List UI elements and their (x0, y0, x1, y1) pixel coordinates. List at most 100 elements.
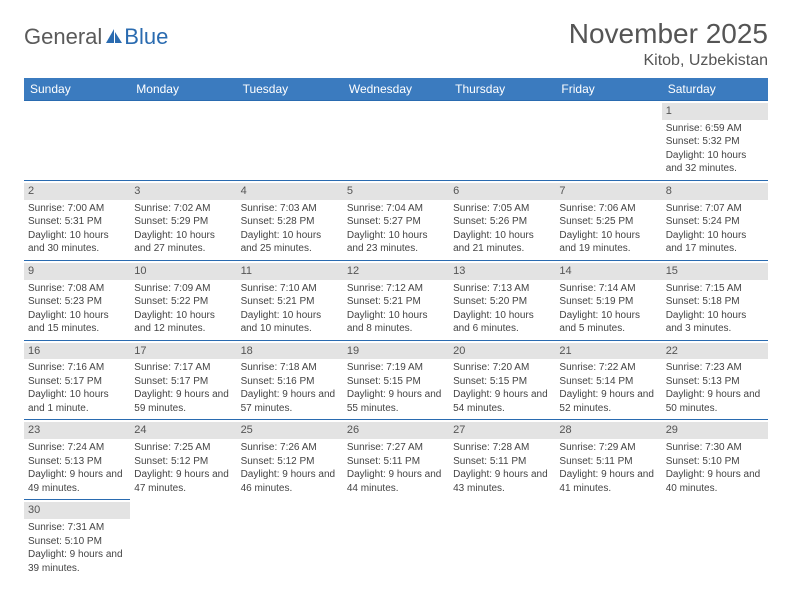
daylight-line: Daylight: 9 hours and 54 minutes. (453, 388, 551, 415)
daylight-line: Daylight: 10 hours and 27 minutes. (134, 229, 232, 256)
sunrise-line: Sunrise: 7:17 AM (134, 361, 232, 375)
day-number: 27 (449, 422, 555, 439)
sunrise-line: Sunrise: 7:14 AM (559, 282, 657, 296)
day-number: 28 (555, 422, 661, 439)
day-cell: 15Sunrise: 7:15 AMSunset: 5:18 PMDayligh… (662, 260, 768, 340)
day-number: 15 (662, 263, 768, 280)
sunrise-line: Sunrise: 7:19 AM (347, 361, 445, 375)
daylight-line: Daylight: 10 hours and 10 minutes. (241, 309, 339, 336)
sunrise-line: Sunrise: 7:18 AM (241, 361, 339, 375)
sunrise-line: Sunrise: 7:02 AM (134, 202, 232, 216)
logo-text-2: Blue (124, 24, 168, 50)
day-number: 18 (237, 343, 343, 360)
day-cell: 7Sunrise: 7:06 AMSunset: 5:25 PMDaylight… (555, 180, 661, 260)
day-cell: 8Sunrise: 7:07 AMSunset: 5:24 PMDaylight… (662, 180, 768, 260)
day-cell: 10Sunrise: 7:09 AMSunset: 5:22 PMDayligh… (130, 260, 236, 340)
empty-cell (449, 500, 555, 579)
day-cell: 24Sunrise: 7:25 AMSunset: 5:12 PMDayligh… (130, 420, 236, 500)
day-cell: 4Sunrise: 7:03 AMSunset: 5:28 PMDaylight… (237, 180, 343, 260)
calendar-row: 16Sunrise: 7:16 AMSunset: 5:17 PMDayligh… (24, 340, 768, 420)
day-cell: 29Sunrise: 7:30 AMSunset: 5:10 PMDayligh… (662, 420, 768, 500)
daylight-line: Daylight: 10 hours and 19 minutes. (559, 229, 657, 256)
daylight-line: Daylight: 9 hours and 47 minutes. (134, 468, 232, 495)
sunset-line: Sunset: 5:11 PM (347, 455, 445, 469)
day-cell: 2Sunrise: 7:00 AMSunset: 5:31 PMDaylight… (24, 180, 130, 260)
sunrise-line: Sunrise: 7:08 AM (28, 282, 126, 296)
sunrise-line: Sunrise: 7:00 AM (28, 202, 126, 216)
daylight-line: Daylight: 9 hours and 57 minutes. (241, 388, 339, 415)
daylight-line: Daylight: 10 hours and 1 minute. (28, 388, 126, 415)
sunset-line: Sunset: 5:12 PM (241, 455, 339, 469)
day-number: 21 (555, 343, 661, 360)
empty-cell (24, 101, 130, 181)
calendar-row: 23Sunrise: 7:24 AMSunset: 5:13 PMDayligh… (24, 420, 768, 500)
day-number: 29 (662, 422, 768, 439)
sunset-line: Sunset: 5:22 PM (134, 295, 232, 309)
sunset-line: Sunset: 5:18 PM (666, 295, 764, 309)
sunset-line: Sunset: 5:15 PM (453, 375, 551, 389)
day-cell: 9Sunrise: 7:08 AMSunset: 5:23 PMDaylight… (24, 260, 130, 340)
day-number: 14 (555, 263, 661, 280)
day-cell: 17Sunrise: 7:17 AMSunset: 5:17 PMDayligh… (130, 340, 236, 420)
sunset-line: Sunset: 5:28 PM (241, 215, 339, 229)
sunrise-line: Sunrise: 7:31 AM (28, 521, 126, 535)
day-number: 8 (662, 183, 768, 200)
sunset-line: Sunset: 5:19 PM (559, 295, 657, 309)
sunset-line: Sunset: 5:13 PM (666, 375, 764, 389)
title-block: November 2025 Kitob, Uzbekistan (569, 18, 768, 70)
sunset-line: Sunset: 5:10 PM (28, 535, 126, 549)
day-number: 2 (24, 183, 130, 200)
day-number: 24 (130, 422, 236, 439)
sunrise-line: Sunrise: 7:22 AM (559, 361, 657, 375)
sunrise-line: Sunrise: 7:24 AM (28, 441, 126, 455)
empty-cell (130, 500, 236, 579)
location: Kitob, Uzbekistan (569, 52, 768, 70)
weekday-header: Monday (130, 78, 236, 101)
day-number: 13 (449, 263, 555, 280)
month-title: November 2025 (569, 18, 768, 50)
day-number: 20 (449, 343, 555, 360)
weekday-header: Sunday (24, 78, 130, 101)
sunrise-line: Sunrise: 7:12 AM (347, 282, 445, 296)
calendar-table: SundayMondayTuesdayWednesdayThursdayFrid… (24, 78, 768, 579)
sunrise-line: Sunrise: 7:13 AM (453, 282, 551, 296)
sunrise-line: Sunrise: 7:04 AM (347, 202, 445, 216)
day-cell: 13Sunrise: 7:13 AMSunset: 5:20 PMDayligh… (449, 260, 555, 340)
daylight-line: Daylight: 9 hours and 44 minutes. (347, 468, 445, 495)
sunrise-line: Sunrise: 7:30 AM (666, 441, 764, 455)
empty-cell (555, 500, 661, 579)
daylight-line: Daylight: 10 hours and 32 minutes. (666, 149, 764, 176)
day-number: 7 (555, 183, 661, 200)
weekday-header: Thursday (449, 78, 555, 101)
daylight-line: Daylight: 10 hours and 30 minutes. (28, 229, 126, 256)
sunrise-line: Sunrise: 7:28 AM (453, 441, 551, 455)
sunrise-line: Sunrise: 7:20 AM (453, 361, 551, 375)
daylight-line: Daylight: 9 hours and 46 minutes. (241, 468, 339, 495)
sunrise-line: Sunrise: 7:16 AM (28, 361, 126, 375)
day-cell: 28Sunrise: 7:29 AMSunset: 5:11 PMDayligh… (555, 420, 661, 500)
day-cell: 12Sunrise: 7:12 AMSunset: 5:21 PMDayligh… (343, 260, 449, 340)
day-cell: 25Sunrise: 7:26 AMSunset: 5:12 PMDayligh… (237, 420, 343, 500)
daylight-line: Daylight: 10 hours and 15 minutes. (28, 309, 126, 336)
sunset-line: Sunset: 5:24 PM (666, 215, 764, 229)
day-number: 1 (662, 103, 768, 120)
day-cell: 6Sunrise: 7:05 AMSunset: 5:26 PMDaylight… (449, 180, 555, 260)
logo-text-1: General (24, 24, 102, 50)
day-cell: 27Sunrise: 7:28 AMSunset: 5:11 PMDayligh… (449, 420, 555, 500)
sail-icon (105, 28, 123, 44)
sunset-line: Sunset: 5:21 PM (241, 295, 339, 309)
empty-cell (662, 500, 768, 579)
calendar-row: 2Sunrise: 7:00 AMSunset: 5:31 PMDaylight… (24, 180, 768, 260)
daylight-line: Daylight: 9 hours and 55 minutes. (347, 388, 445, 415)
calendar-row: 1Sunrise: 6:59 AMSunset: 5:32 PMDaylight… (24, 101, 768, 181)
sunset-line: Sunset: 5:17 PM (28, 375, 126, 389)
day-cell: 21Sunrise: 7:22 AMSunset: 5:14 PMDayligh… (555, 340, 661, 420)
day-number: 11 (237, 263, 343, 280)
empty-cell (343, 101, 449, 181)
empty-cell (130, 101, 236, 181)
day-number: 16 (24, 343, 130, 360)
daylight-line: Daylight: 9 hours and 49 minutes. (28, 468, 126, 495)
day-number: 30 (24, 502, 130, 519)
sunset-line: Sunset: 5:11 PM (559, 455, 657, 469)
daylight-line: Daylight: 10 hours and 21 minutes. (453, 229, 551, 256)
